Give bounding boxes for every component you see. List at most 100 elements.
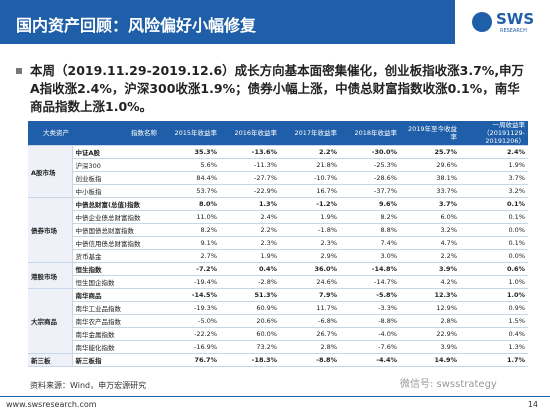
return-cell: -7.2% [160, 262, 220, 276]
watermark: 微信号: swsstrategy [400, 379, 497, 390]
return-cell: -30.0% [340, 145, 400, 159]
column-header: 大类资产 [28, 121, 72, 146]
table-row: 中债信用债总财富指数 9.1% 2.3% 2.3% 7.4% 4.7% 0.1% [28, 236, 528, 250]
return-cell: 35.3% [160, 145, 220, 159]
return-cell: 60.9% [220, 301, 280, 315]
table-row: 中小板指 53.7% -22.9% 16.7% -37.7% 33.7% 3.2% [28, 184, 528, 198]
asset-class: 新三板 [28, 353, 73, 367]
return-cell: 3.2% [400, 223, 460, 237]
return-cell: 1.0% [460, 275, 528, 289]
table-row: 大宗商品 南华商品 -14.5% 51.3% 7.9% -5.8% 12.3% 1.0% [28, 288, 528, 354]
return-cell: -8.8% [340, 314, 400, 328]
return-cell: -1.2% [280, 197, 340, 211]
return-cell: 20.6% [220, 314, 280, 328]
return-cell: 0.0% [460, 223, 528, 237]
return-cell: 21.8% [280, 158, 340, 172]
index-name: 南华能化指数 [72, 340, 160, 354]
index-name: 南华农产品指数 [72, 314, 160, 328]
return-cell: 2.2% [220, 223, 280, 237]
index-name: 沪深300 [72, 158, 160, 172]
return-cell: 3.0% [340, 249, 400, 263]
return-cell: 2.8% [280, 340, 340, 354]
return-cell: 0.1% [460, 210, 528, 224]
return-cell: 0.1% [460, 197, 528, 211]
title: 国内资产回顾：风险偏好小幅修复 [16, 16, 257, 35]
return-cell: -28.6% [340, 171, 400, 185]
return-cell: -19.4% [160, 275, 220, 289]
index-name: 中债总财富(总值)指数 [72, 197, 160, 211]
return-cell: 73.2% [220, 340, 280, 354]
return-cell: 0.4% [460, 327, 528, 341]
return-cell: -22.2% [160, 327, 220, 341]
index-name: 恒生国企指数 [72, 275, 160, 289]
table-row: 南华金属指数 -22.2% 60.0% 26.7% -4.0% 22.9% 0.4% [28, 327, 528, 341]
return-cell: 11.7% [280, 301, 340, 315]
return-cell: 7.9% [280, 288, 340, 302]
return-cell: 7.4% [340, 236, 400, 250]
return-cell: 24.6% [280, 275, 340, 289]
return-cell: 8.2% [340, 210, 400, 224]
return-cell: 9.6% [340, 197, 400, 211]
index-name: 南华工业品指数 [72, 301, 160, 315]
index-name: 中债国债总财富指数 [72, 223, 160, 237]
column-header: 指数名称 [72, 121, 160, 146]
return-cell: -13.6% [220, 145, 280, 159]
table-row: 南华工业品指数 -19.3% 60.9% 11.7% -3.3% 12.9% 0.9% [28, 301, 528, 315]
return-cell: 6.0% [400, 210, 460, 224]
column-header: 2019年至今收益率 [400, 121, 460, 146]
source: 资料来源：Wind，申万宏源研究 [30, 381, 147, 390]
asset-class: 港股市场 [28, 262, 73, 289]
return-cell: -5.0% [160, 314, 220, 328]
return-cell: 84.4% [160, 171, 220, 185]
return-cell: 2.2% [280, 145, 340, 159]
table-row: 新三板 新三板指 76.7% -18.3% -8.8% -4.4% 14.9% 1.7% [28, 353, 528, 367]
return-cell: 8.0% [160, 197, 220, 211]
title-bar: 国内资产回顾：风险偏好小幅修复 [0, 0, 455, 44]
column-header: 2016年收益率 [220, 121, 280, 146]
return-cell: -1.8% [280, 223, 340, 237]
return-cell: 0.9% [460, 301, 528, 315]
return-cell: -27.7% [220, 171, 280, 185]
return-cell: 2.8% [400, 314, 460, 328]
return-cell: 2.7% [160, 249, 220, 263]
return-cell: -22.9% [220, 184, 280, 198]
return-cell: 2.4% [460, 145, 528, 159]
return-cell: 12.3% [400, 288, 460, 302]
return-cell: 2.3% [280, 236, 340, 250]
return-cell: 11.0% [160, 210, 220, 224]
return-cell: 3.9% [400, 340, 460, 354]
return-cell: 1.9% [280, 210, 340, 224]
table-row: 南华农产品指数 -5.0% 20.6% -6.8% -8.8% 2.8% 1.5% [28, 314, 528, 328]
return-cell: 0.0% [460, 249, 528, 263]
return-cell: -8.8% [280, 353, 340, 367]
column-header: 2015年收益率 [160, 121, 220, 146]
index-name: 货币基金 [72, 249, 160, 263]
asset-class: 债券市场 [28, 197, 73, 263]
return-cell: 2.2% [400, 249, 460, 263]
return-cell: 5.6% [160, 158, 220, 172]
return-cell: 22.9% [400, 327, 460, 341]
index-name: 中债信用债总财富指数 [72, 236, 160, 250]
return-cell: 38.1% [400, 171, 460, 185]
return-cell: -16.9% [160, 340, 220, 354]
logo: SWS RESEARCH [470, 10, 540, 40]
return-cell: 1.9% [460, 158, 528, 172]
index-name: 南华金属指数 [72, 327, 160, 341]
index-name: 新三板指 [72, 353, 160, 367]
table-row: 中债企业债总财富指数 11.0% 2.4% 1.9% 8.2% 6.0% 0.1% [28, 210, 528, 224]
return-cell: 0.1% [460, 236, 528, 250]
table-row: A股市场 中证A股 35.3% -13.6% 2.2% -30.0% 25.7% 2.4% [28, 145, 528, 198]
return-cell: 2.4% [220, 210, 280, 224]
return-cell: 33.7% [400, 184, 460, 198]
return-cell: 8.2% [160, 223, 220, 237]
return-cell: 0.4% [220, 262, 280, 276]
logo-text: SWS [496, 10, 535, 28]
index-name: 恒生指数 [72, 262, 160, 276]
table-row: 南华能化指数 -16.9% 73.2% 2.8% -7.6% 3.9% 1.3% [28, 340, 528, 354]
return-cell: -14.8% [340, 262, 400, 276]
table-row: 中债国债总财富指数 8.2% 2.2% -1.8% 8.8% 3.2% 0.0% [28, 223, 528, 237]
return-cell: -2.8% [220, 275, 280, 289]
page-number: 14 [527, 400, 538, 409]
return-cell: -3.3% [340, 301, 400, 315]
table-row: 货币基金 2.7% 1.9% 2.9% 3.0% 2.2% 0.0% [28, 249, 528, 263]
